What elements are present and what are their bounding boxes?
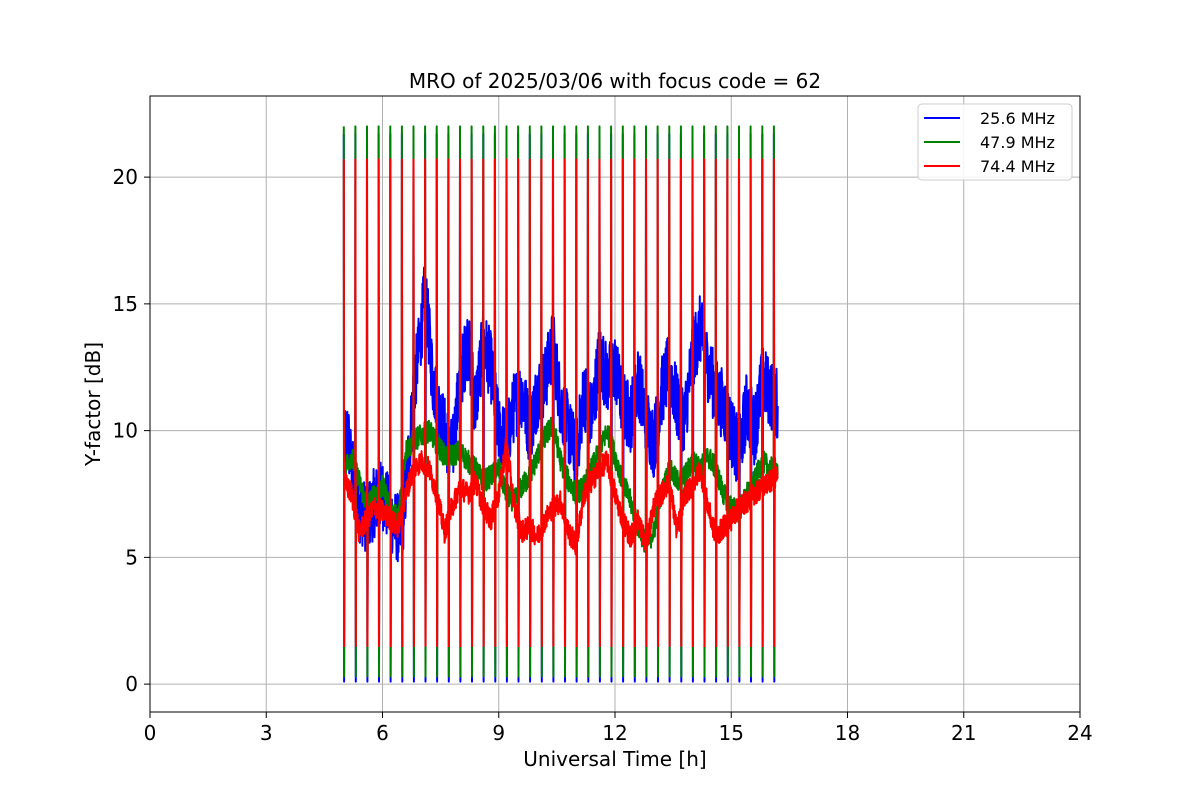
x-tick-label: 21 [951,721,976,745]
legend-entry-label: 25.6 MHz [980,109,1055,128]
x-tick-label: 12 [602,721,627,745]
y-axis-label: Y-factor [dB] [81,342,105,467]
legend-box [917,103,1073,181]
y-tick-label: 10 [113,419,138,443]
series-line-1 [342,133,779,683]
y-tick-label: 15 [113,292,138,316]
plot-area [342,125,779,683]
series-line-2 [342,125,779,678]
y-tick-label: 5 [125,545,138,569]
x-tick-label: 6 [376,721,389,745]
legend: 25.6 MHz 47.9 MHz 74.4 MHz [917,103,1073,181]
x-tick-label: 15 [719,721,744,745]
legend-entry-label: 74.4 MHz [980,157,1055,176]
y-tick-label: 20 [113,165,138,189]
x-tick-label: 24 [1067,721,1092,745]
series-line-3 [342,158,779,648]
x-tick-label: 0 [144,721,157,745]
y-tick-label: 0 [125,672,138,696]
x-tick-label: 9 [492,721,505,745]
x-tick-label: 3 [260,721,273,745]
chart-title: MRO of 2025/03/06 with focus code = 62 [409,69,821,93]
x-axis-label: Universal Time [h] [523,747,706,771]
axis-ticks: 0 3 6 9 12 15 18 21 24 0 5 10 15 20 [113,165,1093,745]
legend-entry-label: 47.9 MHz [980,133,1055,152]
x-tick-label: 18 [835,721,860,745]
